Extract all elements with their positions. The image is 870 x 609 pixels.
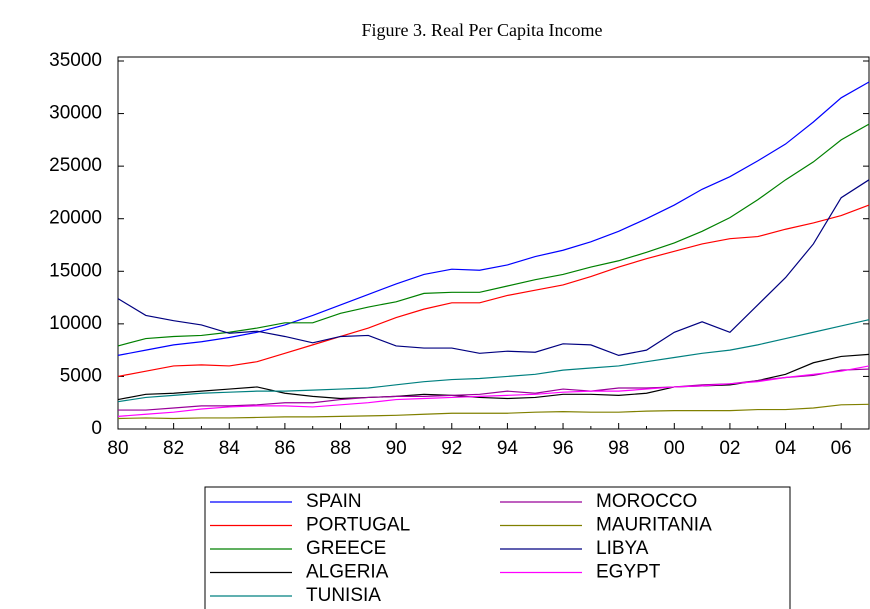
y-tick-label: 5000 [60,365,102,386]
series-line [117,365,870,417]
x-tick-label: 02 [719,438,740,459]
x-tick-label: 00 [664,438,685,459]
legend-label: GREECE [306,538,386,559]
series-line [118,368,870,411]
x-tick-label: 04 [775,438,797,459]
y-tick-label: 30000 [49,103,102,124]
series-line [117,123,870,347]
x-tick-label: 86 [274,438,295,459]
legend-label: MAURITANIA [596,515,712,536]
series-line [117,204,870,378]
series-line [117,179,870,357]
legend-label: EGYPT [596,562,661,583]
x-tick-label: 82 [163,438,184,459]
x-tick-label: 84 [219,438,241,459]
y-tick-label: 10000 [49,313,102,334]
legend-label: SPAIN [306,491,362,512]
series-line [117,403,870,420]
y-tick-label: 0 [91,418,102,439]
chart-title: Figure 3. Real Per Capita Income [362,20,603,40]
y-tick-label: 35000 [49,50,102,71]
x-tick-label: 80 [107,438,128,459]
y-tick-label: 15000 [49,260,102,281]
x-tick-label: 90 [386,438,407,459]
legend-label: ALGERIA [306,562,389,583]
y-tick-label: 20000 [49,208,102,229]
x-tick-label: 94 [497,438,519,459]
legend-frame [204,486,791,609]
legend-label: TUNISIA [306,585,381,606]
x-tick-label: 06 [831,438,852,459]
legend-label: PORTUGAL [306,515,410,536]
x-tick-label: 92 [441,438,462,459]
legend-label: MOROCCO [596,491,697,512]
x-tick-label: 98 [608,438,629,459]
x-tick-label: 96 [552,438,573,459]
plot-frame [117,56,870,430]
y-tick-label: 25000 [49,155,102,176]
legend-label: LIBYA [596,538,649,559]
x-tick-label: 88 [330,438,351,459]
series-line [117,81,870,356]
series-line [117,319,870,403]
